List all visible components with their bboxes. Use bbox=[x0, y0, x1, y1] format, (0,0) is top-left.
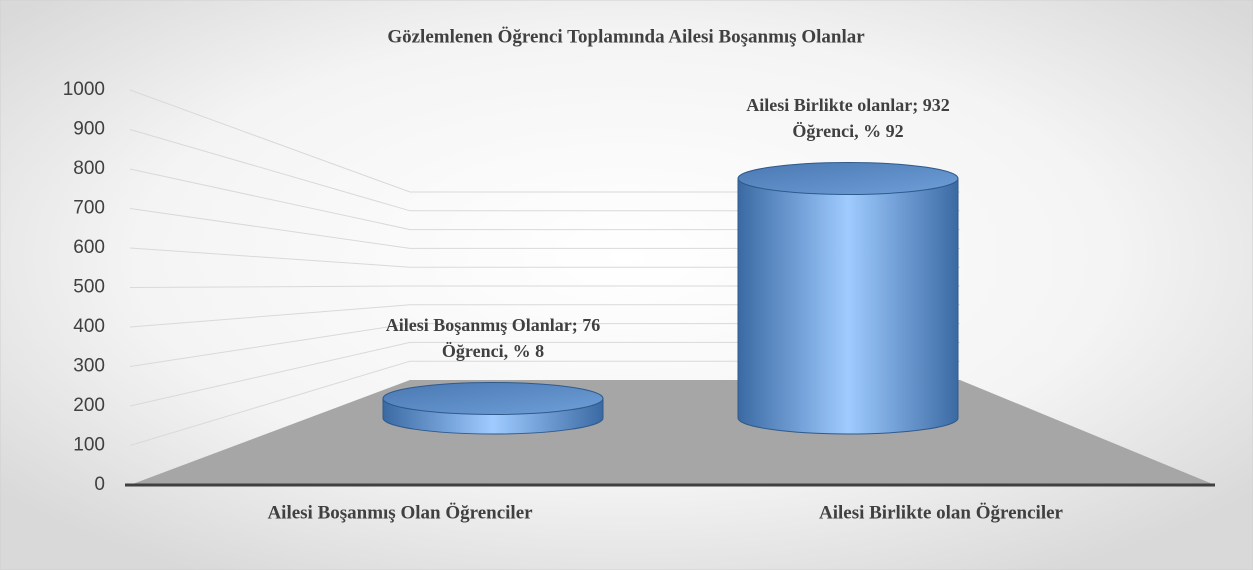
cylinder-top bbox=[737, 161, 959, 195]
cylinder-body bbox=[737, 177, 959, 435]
cylinder-top bbox=[382, 381, 604, 415]
cylinder bbox=[382, 381, 604, 435]
y-tick-label: 400 bbox=[73, 316, 105, 337]
y-tick-label: 700 bbox=[73, 198, 105, 219]
data-label: Ailesi Boşanmış Olanlar; 76 Öğrenci, % 8 bbox=[385, 315, 601, 362]
y-tick-label: 500 bbox=[73, 277, 105, 298]
y-tick-label: 0 bbox=[94, 474, 105, 495]
y-tick-label: 300 bbox=[73, 356, 105, 377]
chart-title: Gözlemlenen Öğrenci Toplamında Ailesi Bo… bbox=[387, 26, 865, 47]
data-label: Ailesi Birlikte olanlar; 932 Öğrenci, % … bbox=[746, 95, 950, 142]
y-tick-label: 900 bbox=[73, 119, 105, 140]
y-tick-label: 200 bbox=[73, 395, 105, 416]
y-tick-label: 600 bbox=[73, 237, 105, 258]
x-tick-label: Ailesi Birlikte olan Öğrenciler bbox=[819, 502, 1064, 523]
cylinder bbox=[737, 161, 959, 435]
x-tick-label: Ailesi Boşanmış Olan Öğrenciler bbox=[267, 502, 533, 523]
y-tick-label: 800 bbox=[73, 158, 105, 179]
y-tick-label: 1000 bbox=[63, 79, 105, 100]
y-tick-label: 100 bbox=[73, 435, 105, 456]
